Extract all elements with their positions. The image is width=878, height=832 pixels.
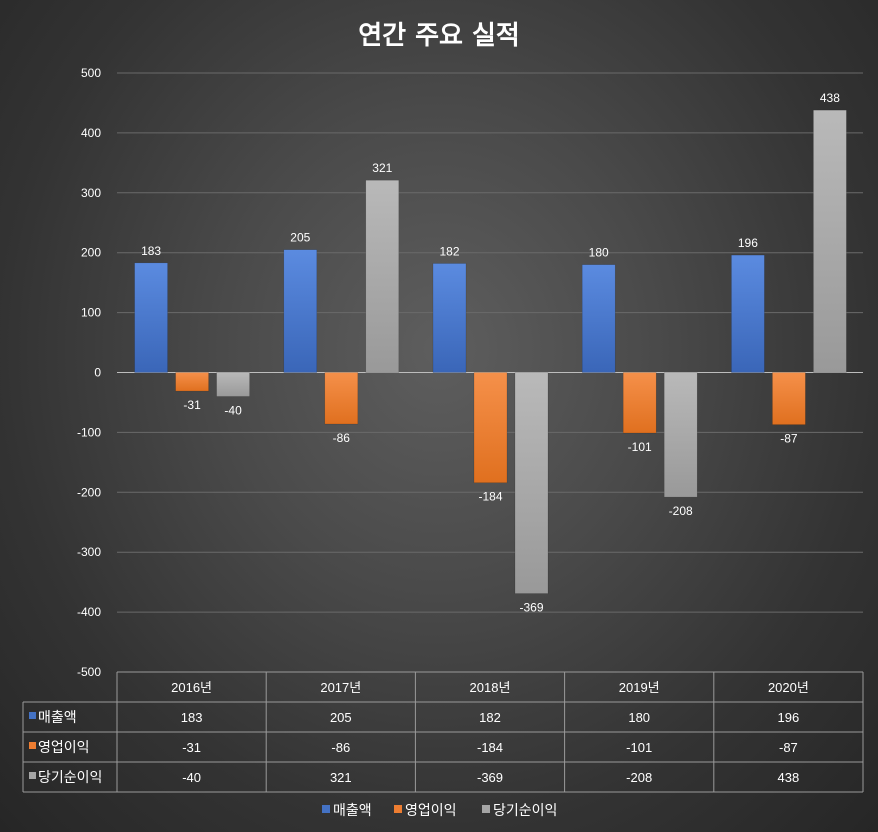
y-tick-label: 400 (81, 126, 101, 140)
row-legend-key (29, 772, 36, 779)
bar (324, 372, 359, 425)
data-labels: 183 -31 -40 205 -86 321 182 -184 -369 180 -101 -208… (141, 91, 840, 614)
bar (622, 372, 657, 434)
bar (283, 249, 318, 373)
y-tick-label: 300 (81, 186, 101, 200)
data-label: -369 (519, 601, 543, 615)
table-cell: 180 (628, 710, 650, 725)
legend-key (322, 805, 330, 813)
table-cell: 183 (181, 710, 203, 725)
legend-entry: 영업이익 (405, 803, 457, 819)
y-tick-label: -400 (77, 605, 101, 619)
table-row-name: 당기순이익 (38, 770, 102, 786)
y-tick-label: -200 (77, 485, 101, 499)
y-tick-label: -300 (77, 545, 101, 559)
table-header-cell: 2020년 (768, 680, 809, 695)
table-row-name: 매출액 (38, 710, 77, 726)
legend: 매출액 영업이익 당기순이익 (322, 803, 557, 819)
data-label: -101 (628, 440, 652, 454)
y-tick-label: 500 (81, 66, 101, 80)
bar (134, 262, 168, 373)
bar (581, 264, 616, 373)
y-tick-label: -100 (77, 425, 101, 439)
table-cell: -40 (182, 770, 201, 785)
y-tick-label: 100 (81, 306, 101, 320)
bar (473, 372, 508, 483)
table-cell: -208 (626, 770, 652, 785)
bar (813, 109, 847, 373)
table-cell: -184 (477, 740, 503, 755)
data-label: -87 (780, 432, 798, 446)
row-legend-key (29, 712, 36, 719)
bar (432, 263, 467, 373)
bars (134, 109, 847, 594)
table-cell: 321 (330, 770, 352, 785)
table-cell: -87 (779, 740, 798, 755)
data-label: -40 (224, 403, 242, 417)
table-cell: 205 (330, 710, 352, 725)
bar (175, 372, 209, 392)
data-label: 196 (738, 236, 758, 250)
y-tick-label: -500 (77, 665, 101, 679)
legend-key (482, 805, 490, 813)
data-label: -31 (183, 398, 201, 412)
data-label: -86 (333, 431, 351, 445)
data-label: 180 (589, 246, 609, 260)
table-cell: 196 (778, 710, 800, 725)
y-tick-label: 0 (94, 366, 101, 380)
bar (772, 372, 806, 425)
bar (663, 372, 698, 498)
data-label: 182 (439, 244, 459, 258)
chart-title: 연간 주요 실적 (358, 21, 520, 51)
data-label: 321 (372, 161, 392, 175)
data-label: -184 (478, 490, 502, 504)
data-label: 438 (820, 91, 840, 105)
legend-entry: 당기순이익 (493, 803, 557, 819)
table-cell: -86 (331, 740, 350, 755)
table-cell: 182 (479, 710, 501, 725)
y-axis: 500 400 300 200 100 0 -100 -200 -300 -400 -500 (77, 66, 101, 679)
bar (514, 372, 549, 594)
table-cell: -369 (477, 770, 503, 785)
table-header-cell: 2018년 (470, 680, 511, 695)
data-label: -208 (669, 504, 693, 518)
row-legend-key (29, 742, 36, 749)
table-header-cell: 2017년 (320, 680, 361, 695)
data-label: 205 (290, 231, 310, 245)
table-row-name: 영업이익 (38, 740, 90, 756)
table-cell: -31 (182, 740, 201, 755)
legend-key (394, 805, 402, 813)
table-cell: -101 (626, 740, 652, 755)
y-tick-label: 200 (81, 246, 101, 260)
bar (365, 179, 400, 373)
data-label: 183 (141, 244, 161, 258)
bar (731, 254, 765, 373)
table-header-cell: 2019년 (619, 680, 660, 695)
bar (216, 372, 250, 397)
legend-entry: 매출액 (333, 803, 372, 819)
table-cell: 438 (778, 770, 800, 785)
table-header-cell: 2016년 (171, 680, 212, 695)
